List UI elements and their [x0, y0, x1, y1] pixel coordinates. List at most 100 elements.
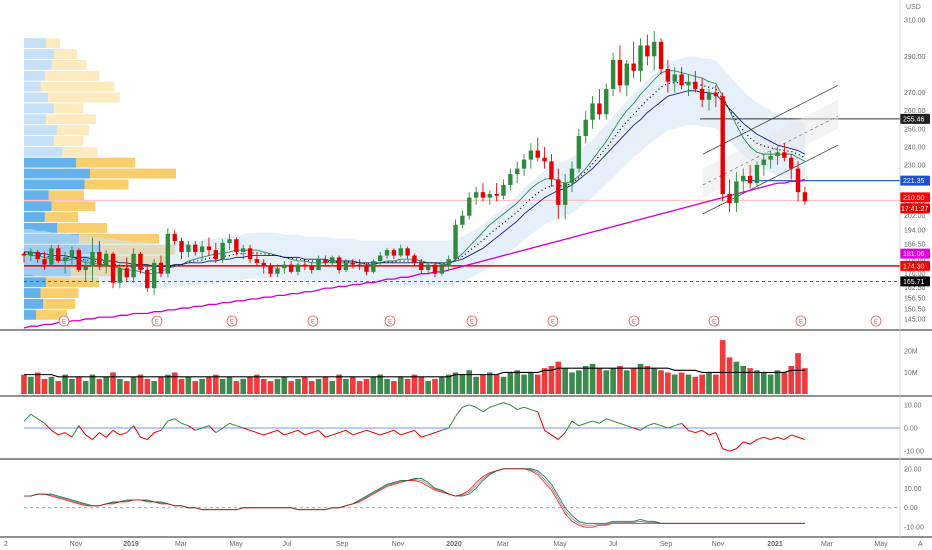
- candle-body[interactable]: [62, 257, 68, 261]
- candle-body[interactable]: [741, 175, 746, 182]
- candle-body[interactable]: [378, 255, 383, 261]
- candle-body[interactable]: [487, 193, 492, 198]
- candle-body[interactable]: [597, 103, 602, 115]
- candle-body[interactable]: [720, 96, 725, 194]
- candle-body[interactable]: [727, 193, 732, 204]
- earnings-marker[interactable]: E: [58, 315, 70, 327]
- candle-body[interactable]: [350, 262, 355, 265]
- candle-body[interactable]: [193, 244, 198, 252]
- candle-body[interactable]: [439, 266, 445, 274]
- candle-body[interactable]: [35, 251, 40, 260]
- candle-body[interactable]: [371, 260, 376, 272]
- candle-body[interactable]: [309, 266, 314, 271]
- candle-body[interactable]: [336, 257, 342, 271]
- candle-body[interactable]: [220, 242, 225, 260]
- candle-body[interactable]: [295, 264, 301, 272]
- candle-body[interactable]: [590, 103, 595, 120]
- candle-body[interactable]: [158, 262, 164, 274]
- candle-body[interactable]: [473, 192, 479, 198]
- candle-body[interactable]: [90, 251, 95, 267]
- candle-body[interactable]: [330, 257, 335, 263]
- candle-body[interactable]: [679, 74, 684, 86]
- candle-body[interactable]: [460, 215, 465, 225]
- candle-body[interactable]: [734, 181, 739, 204]
- candle-body[interactable]: [261, 262, 266, 267]
- candle-body[interactable]: [227, 239, 232, 243]
- candle-body[interactable]: [501, 184, 506, 196]
- candle-body[interactable]: [138, 253, 143, 271]
- candle-body[interactable]: [425, 264, 431, 271]
- candle-body[interactable]: [275, 268, 280, 274]
- earnings-marker[interactable]: E: [628, 315, 640, 327]
- candle-body[interactable]: [467, 197, 472, 216]
- candle-body[interactable]: [145, 270, 150, 289]
- candle-body[interactable]: [42, 259, 47, 265]
- candle-body[interactable]: [604, 88, 609, 115]
- candle-body[interactable]: [97, 251, 102, 265]
- candle-body[interactable]: [658, 41, 664, 70]
- candle-body[interactable]: [761, 159, 766, 165]
- candle-body[interactable]: [652, 41, 657, 57]
- candle-body[interactable]: [254, 259, 260, 263]
- candle-body[interactable]: [686, 81, 691, 86]
- candle-body[interactable]: [398, 248, 403, 256]
- time-axis[interactable]: Nov 2019 Mar May Jul Sep Nov 2020 Mar May Jul Sep No…: [4, 541, 923, 548]
- candle-body[interactable]: [21, 253, 27, 256]
- candle-body[interactable]: [206, 246, 212, 251]
- candle-body[interactable]: [556, 179, 561, 205]
- earnings-marker[interactable]: E: [547, 315, 559, 327]
- candle-body[interactable]: [747, 175, 753, 184]
- candle-body[interactable]: [412, 255, 417, 263]
- candle-body[interactable]: [617, 59, 623, 86]
- candle-body[interactable]: [282, 264, 287, 269]
- candle-body[interactable]: [494, 193, 499, 196]
- candle-body[interactable]: [316, 259, 321, 271]
- candle-body[interactable]: [583, 119, 588, 137]
- candle-body[interactable]: [419, 262, 424, 271]
- candle-body[interactable]: [645, 45, 650, 57]
- candle-body[interactable]: [357, 264, 362, 267]
- earnings-marker[interactable]: E: [307, 315, 319, 327]
- candle-body[interactable]: [124, 268, 129, 278]
- candle-body[interactable]: [83, 266, 88, 271]
- candle-body[interactable]: [699, 88, 705, 100]
- candle-body[interactable]: [76, 250, 81, 271]
- candle-body[interactable]: [69, 250, 75, 258]
- candle-body[interactable]: [110, 253, 116, 283]
- candlesticks[interactable]: [21, 30, 808, 296]
- candle-body[interactable]: [795, 168, 801, 193]
- candle-body[interactable]: [179, 241, 184, 252]
- candle-body[interactable]: [528, 150, 534, 160]
- candle-body[interactable]: [542, 157, 547, 162]
- candle-body[interactable]: [713, 92, 719, 97]
- candle-body[interactable]: [28, 251, 34, 256]
- candle-body[interactable]: [521, 159, 527, 169]
- candle-body[interactable]: [247, 248, 253, 260]
- earnings-marker[interactable]: E: [708, 315, 720, 327]
- candle-body[interactable]: [56, 248, 61, 261]
- candle-body[interactable]: [569, 168, 575, 184]
- candle-body[interactable]: [665, 69, 671, 82]
- candle-body[interactable]: [782, 152, 787, 158]
- earnings-marker[interactable]: E: [226, 315, 238, 327]
- candle-body[interactable]: [693, 81, 698, 89]
- candle-body[interactable]: [535, 150, 540, 158]
- candle-body[interactable]: [391, 250, 397, 256]
- candle-body[interactable]: [631, 63, 636, 71]
- channel-lower-line[interactable]: [702, 144, 839, 215]
- candle-body[interactable]: [49, 248, 54, 265]
- candle-body[interactable]: [624, 63, 629, 86]
- candle-body[interactable]: [508, 174, 513, 185]
- candle-body[interactable]: [672, 74, 677, 82]
- candle-body[interactable]: [446, 259, 451, 267]
- candle-body[interactable]: [151, 262, 157, 289]
- candle-body[interactable]: [453, 224, 458, 260]
- candle-body[interactable]: [117, 268, 123, 283]
- candle-body[interactable]: [131, 253, 136, 278]
- candle-body[interactable]: [364, 266, 369, 272]
- earnings-marker[interactable]: E: [384, 315, 396, 327]
- candle-body[interactable]: [706, 92, 712, 100]
- channel-upper-line[interactable]: [702, 84, 839, 155]
- candle-body[interactable]: [104, 253, 109, 265]
